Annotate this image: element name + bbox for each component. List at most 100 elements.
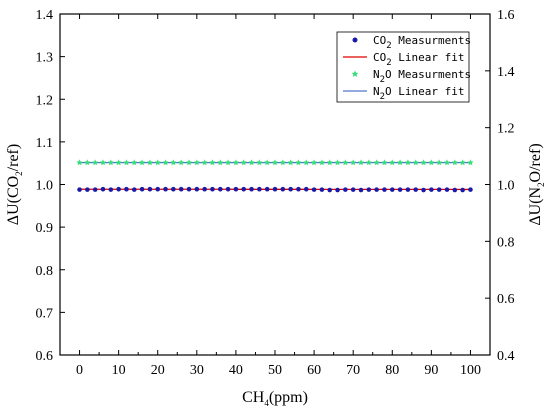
data-point-0: [249, 186, 254, 192]
data-point-2: [271, 159, 279, 166]
x-tick-label: 100: [460, 363, 481, 378]
y-left-tick-label: 1.1: [36, 136, 54, 151]
legend-swatch-star: [351, 70, 359, 77]
data-point-0: [311, 187, 317, 192]
data-point-2: [436, 159, 443, 166]
y-left-tick-label: 0.8: [36, 264, 54, 279]
data-point-0: [194, 186, 200, 192]
data-point-0: [343, 187, 348, 192]
data-point-2: [201, 159, 208, 166]
data-point-2: [467, 159, 474, 166]
data-point-2: [295, 159, 302, 166]
data-point-0: [92, 187, 98, 192]
data-point-2: [146, 159, 154, 166]
data-point-2: [428, 159, 435, 166]
x-tick-label: 20: [151, 363, 165, 378]
data-point-0: [382, 187, 387, 192]
data-point-0: [225, 186, 231, 192]
data-point-0: [233, 186, 239, 192]
data-point-0: [335, 187, 340, 193]
data-point-0: [413, 187, 419, 192]
data-point-2: [326, 159, 333, 166]
data-point-2: [342, 159, 349, 166]
data-point-0: [217, 186, 223, 192]
data-point-2: [443, 159, 451, 166]
y-left-tick-label: 0.6: [36, 349, 54, 364]
data-point-2: [279, 159, 286, 166]
data-point-0: [264, 186, 270, 192]
data-point-0: [436, 187, 442, 192]
x-axis-title: CH4(ppm): [242, 389, 308, 408]
data-point-0: [358, 187, 364, 193]
data-point-0: [210, 186, 215, 192]
y-left-tick-label: 1.4: [36, 8, 54, 23]
data-point-2: [389, 159, 396, 166]
data-point-2: [162, 159, 169, 166]
data-point-0: [257, 186, 262, 192]
data-point-2: [217, 159, 224, 166]
x-tick-label: 0: [76, 363, 83, 378]
data-point-2: [420, 159, 427, 166]
data-point-2: [209, 159, 216, 166]
data-point-2: [154, 159, 161, 166]
data-point-0: [366, 187, 372, 192]
data-point-2: [334, 159, 341, 166]
data-point-2: [84, 159, 91, 166]
data-point-2: [404, 159, 412, 166]
data-point-2: [365, 159, 372, 166]
data-point-0: [272, 186, 278, 192]
data-point-2: [123, 159, 130, 166]
legend-label: N2O Linear fit: [373, 85, 465, 102]
data-point-0: [171, 186, 176, 192]
data-point-0: [131, 187, 137, 192]
legend-label: CO2 Linear fit: [373, 51, 465, 68]
data-point-0: [327, 187, 333, 193]
data-point-0: [350, 187, 356, 192]
data-point-2: [131, 159, 138, 166]
data-point-2: [193, 159, 200, 166]
data-point-2: [373, 159, 380, 166]
data-point-2: [248, 159, 255, 166]
data-point-0: [452, 187, 458, 193]
data-point-2: [138, 159, 146, 166]
y-left-tick-label: 1.3: [36, 51, 54, 66]
data-point-0: [389, 187, 395, 192]
data-point-0: [85, 187, 90, 192]
data-point-0: [429, 187, 434, 192]
data-point-0: [288, 186, 293, 192]
data-point-0: [280, 186, 286, 192]
data-point-0: [100, 186, 106, 192]
data-point-2: [256, 159, 263, 166]
data-point-2: [178, 159, 185, 166]
y-right-tick-label: 0.6: [497, 292, 515, 307]
data-point-0: [202, 186, 207, 192]
data-point-2: [107, 159, 114, 166]
x-tick-label: 30: [190, 363, 204, 378]
data-point-0: [155, 186, 161, 192]
data-point-2: [170, 159, 177, 166]
data-point-2: [303, 159, 310, 166]
data-point-2: [232, 159, 240, 166]
y-right-tick-label: 0.4: [497, 349, 515, 364]
data-point-2: [224, 159, 232, 166]
data-point-0: [468, 187, 473, 192]
y-left-tick-label: 0.7: [36, 306, 54, 321]
data-point-0: [296, 186, 301, 192]
data-point-2: [451, 159, 458, 166]
data-point-0: [303, 186, 309, 192]
y-left-tick-label: 1.0: [36, 179, 54, 194]
data-point-0: [116, 186, 121, 192]
y-left-tick-label: 0.9: [36, 221, 54, 236]
data-point-2: [76, 159, 83, 166]
y-right-tick-label: 1.0: [497, 179, 515, 194]
x-tick-label: 90: [424, 363, 438, 378]
data-point-0: [77, 187, 82, 192]
data-point-0: [444, 187, 450, 192]
data-point-0: [163, 186, 168, 192]
y-right-tick-label: 1.6: [497, 8, 515, 23]
data-point-0: [405, 187, 411, 192]
data-point-2: [115, 159, 122, 166]
data-point-2: [412, 159, 419, 166]
